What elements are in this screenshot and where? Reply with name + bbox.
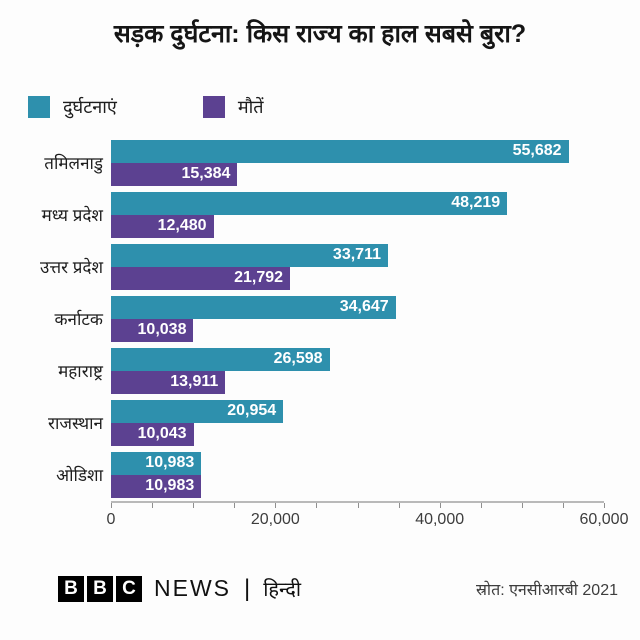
- axis-tick: [604, 502, 605, 508]
- deaths-value-label: 12,480: [157, 217, 207, 234]
- axis-tick: [275, 502, 277, 508]
- legend-item-accidents: दुर्घटनाएं: [28, 95, 117, 119]
- deaths-value-label: 10,038: [137, 321, 187, 338]
- x-axis-area: 0 20,000 40,000 60,000: [28, 500, 629, 535]
- legend-item-deaths: मौतें: [202, 95, 264, 119]
- news-wordmark: NEWS: [154, 575, 231, 601]
- category-label: महाराष्ट्र: [58, 362, 103, 381]
- chart-row-karnataka: कर्नाटक 34,647 10,038: [28, 293, 604, 345]
- bbc-news-hindi-branding: B B C NEWS | हिन्दी: [58, 575, 301, 603]
- category-label: राजस्थान: [48, 414, 103, 433]
- chart-row-uttar-pradesh: उत्तर प्रदेश 33,711 21,792: [28, 241, 604, 293]
- deaths-value-label: 10,983: [145, 477, 195, 494]
- bar-group: 55,682 15,384: [111, 139, 604, 186]
- chart-row-odisha: ओडिशा 10,983 10,983: [28, 449, 604, 501]
- accidents-value-label: 33,711: [332, 246, 381, 263]
- bar-group: 34,647 10,038: [111, 295, 604, 342]
- chart-title: सड़क दुर्घटना: किस राज्य का हाल सबसे बुर…: [113, 20, 527, 48]
- deaths-value-label: 10,043: [137, 425, 187, 442]
- bbc-logo-block: B: [87, 575, 113, 602]
- axis-tick: [439, 502, 441, 508]
- accidents-bar: 48,219: [111, 191, 508, 215]
- axis-tick: [562, 502, 564, 508]
- chart-legend: दुर्घटनाएं मौतें: [28, 95, 640, 119]
- deaths-bar: 15,384: [111, 162, 238, 186]
- category-label: मध्य प्रदेश: [41, 206, 103, 225]
- chart-row-maharashtra: महाराष्ट्र 26,598 13,911: [28, 345, 604, 397]
- brand-separator: |: [244, 574, 251, 602]
- deaths-bar: 21,792: [111, 266, 291, 290]
- bar-group: 10,983 10,983: [111, 451, 604, 498]
- x-tick-label: 40,000: [415, 510, 465, 528]
- bbc-logo-block: C: [116, 575, 142, 602]
- accidents-value-label: 48,219: [451, 194, 501, 211]
- deaths-value-label: 13,911: [170, 373, 219, 390]
- axis-tick: [152, 502, 154, 508]
- deaths-bar: 10,983: [111, 474, 202, 498]
- category-label: कर्नाटक: [54, 310, 103, 329]
- accidents-bar: 20,954: [111, 399, 284, 423]
- chart-row-madhya-pradesh: मध्य प्रदेश 48,219 12,480: [28, 189, 604, 241]
- legend-label-deaths: मौतें: [237, 96, 264, 117]
- accidents-value-label: 26,598: [273, 350, 323, 367]
- accidents-swatch-icon: [28, 95, 50, 118]
- bar-group: 33,711 21,792: [111, 243, 604, 290]
- deaths-value-label: 21,792: [234, 269, 284, 286]
- x-tick-label: 0: [106, 510, 116, 528]
- accidents-bar: 26,598: [111, 347, 330, 371]
- axis-tick: [398, 502, 400, 508]
- accidents-bar: 55,682: [111, 139, 569, 163]
- hindi-wordmark: हिन्दी: [263, 579, 302, 601]
- bbc-logo: B B C: [58, 575, 142, 602]
- axis-tick: [480, 502, 482, 508]
- category-label: उत्तर प्रदेश: [40, 258, 103, 277]
- axis-tick: [357, 502, 359, 508]
- x-axis: [111, 500, 605, 509]
- accidents-value-label: 20,954: [227, 402, 277, 419]
- accidents-value-label: 55,682: [512, 142, 562, 159]
- category-label: तमिलनाडु: [44, 154, 103, 173]
- bar-group: 48,219 12,480: [111, 191, 604, 238]
- bar-group: 20,954 10,043: [111, 399, 604, 446]
- legend-label-accidents: दुर्घटनाएं: [63, 96, 117, 117]
- footer: B B C NEWS | हिन्दी स्रोत: एनसीआरबी 2021: [58, 575, 618, 603]
- accidents-bar: 10,983: [111, 451, 202, 475]
- axis-tick: [521, 502, 523, 508]
- deaths-bar: 12,480: [111, 214, 214, 238]
- accidents-value-label: 34,647: [339, 298, 389, 315]
- chart-row-rajasthan: राजस्थान 20,954 10,043: [28, 397, 604, 449]
- accidents-bar: 33,711: [111, 243, 388, 267]
- deaths-bar: 10,043: [111, 422, 194, 446]
- bar-group: 26,598 13,911: [111, 347, 604, 394]
- bbc-logo-block: B: [58, 575, 84, 602]
- deaths-swatch-icon: [202, 95, 225, 118]
- accidents-bar: 34,647: [111, 295, 396, 319]
- axis-tick: [316, 502, 318, 508]
- chart-row-tamil-nadu: तमिलनाडु 55,682 15,384: [28, 137, 604, 189]
- axis-tick: [193, 502, 195, 508]
- axis-tick: [234, 502, 236, 508]
- axis-tick: [111, 502, 112, 508]
- deaths-bar: 13,911: [111, 370, 226, 394]
- x-tick-label: 60,000: [579, 510, 629, 528]
- source-note: स्रोत: एनसीआरबी 2021: [475, 581, 618, 599]
- deaths-value-label: 15,384: [181, 165, 231, 182]
- accidents-value-label: 10,983: [145, 454, 195, 471]
- category-label: ओडिशा: [56, 466, 103, 485]
- bar-chart: तमिलनाडु 55,682 15,384 मध्य प्रदेश 48,21…: [28, 137, 604, 501]
- x-tick-label: 20,000: [250, 510, 300, 528]
- x-axis-labels: 0 20,000 40,000 60,000: [107, 510, 629, 535]
- deaths-bar: 10,038: [111, 318, 194, 342]
